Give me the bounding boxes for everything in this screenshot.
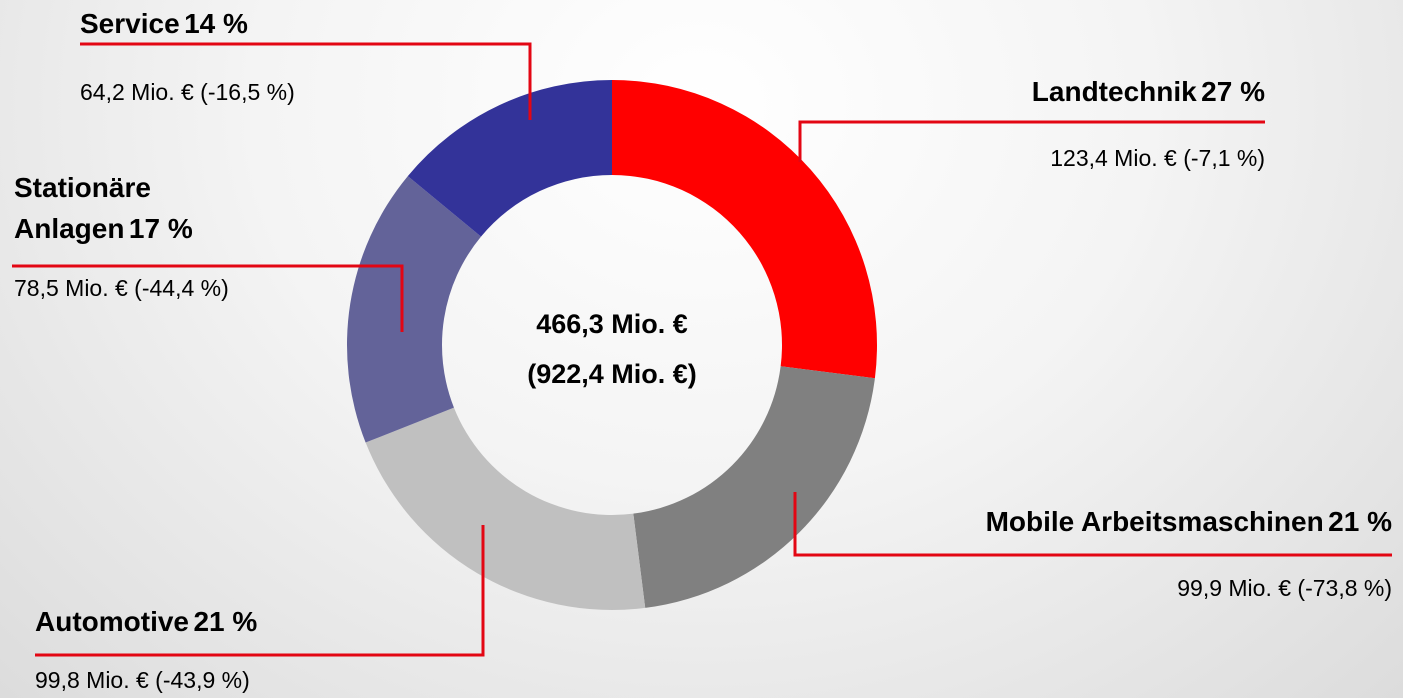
value-label: 27 % — [1201, 76, 1265, 107]
center-label: (922,4 Mio. €) — [527, 359, 697, 389]
slice-detail: 123,4 Mio. € (-7,1 %) — [1050, 145, 1265, 171]
category-name: Landtechnik — [1031, 76, 1197, 107]
category-name: Mobile Arbeitsmaschinen — [985, 506, 1324, 537]
slice-label: Service 14 % — [80, 6, 248, 47]
slice-detail: 64,2 Mio. € (-16,5 %) — [80, 79, 295, 105]
slice — [612, 80, 877, 379]
leader-lines — [12, 42, 1392, 657]
center-label: 466,3 Mio. € — [536, 309, 688, 339]
category-name: Automotive — [35, 606, 189, 637]
slice — [347, 176, 482, 443]
value-label: 21 % — [193, 606, 258, 637]
slice-detail: 99,9 Mio. € (-73,8 %) — [1177, 575, 1392, 601]
slice-label: Stationäre Anlagen 17 % — [14, 170, 254, 252]
slice-label: Landtechnik 27 % — [1032, 74, 1265, 115]
slice-label: Automotive 21 % — [35, 604, 257, 645]
leader-line — [793, 492, 1392, 557]
leader-line — [798, 120, 1265, 162]
category-name: Service — [80, 8, 180, 39]
value-label: 21 % — [1328, 506, 1392, 537]
slice — [407, 80, 612, 237]
leader-line — [35, 525, 485, 657]
slice-detail: 78,5 Mio. € (-44,4 %) — [14, 275, 229, 301]
category-name: Stationäre Anlagen — [14, 172, 151, 244]
leader-line — [80, 42, 532, 120]
leader-line — [12, 264, 404, 332]
value-label: 14 % — [184, 8, 248, 39]
slice-detail: 99,8 Mio. € (-43,9 %) — [35, 667, 250, 693]
value-label: 17 % — [128, 213, 193, 244]
slice — [633, 366, 875, 608]
slice-label: Mobile Arbeitsmaschinen 21 % — [986, 504, 1392, 545]
donut — [347, 80, 877, 610]
slice — [365, 407, 646, 610]
